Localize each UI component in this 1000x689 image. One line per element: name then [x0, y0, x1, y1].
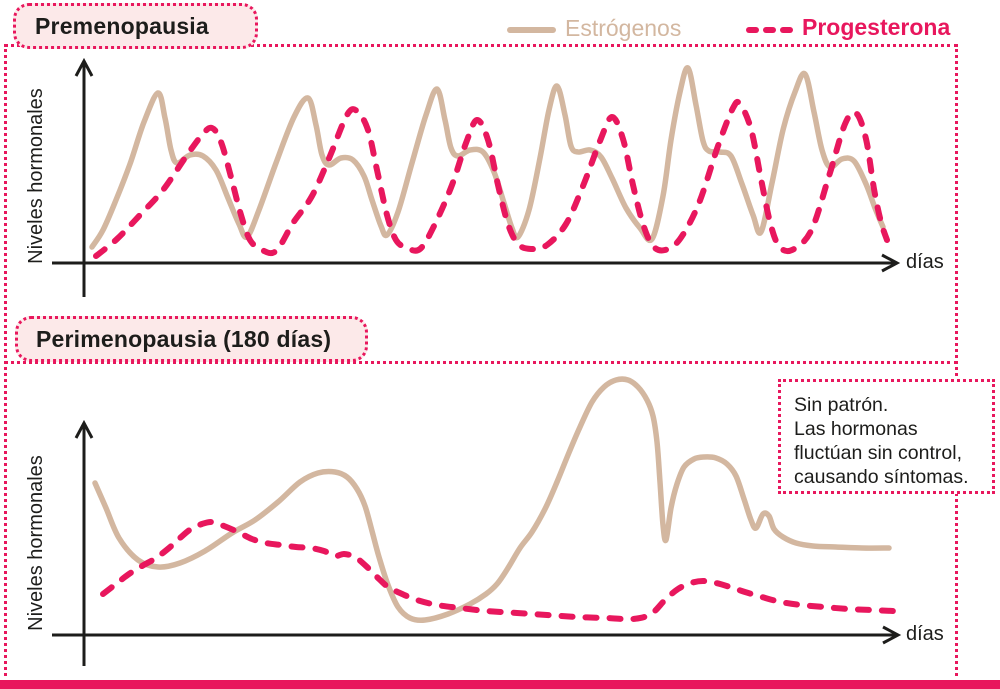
legend-label-progesterone: Progesterona	[802, 14, 951, 40]
panel-title-text: Perimenopausia (180 días)	[36, 325, 332, 352]
legend-estrogen-line-icon	[507, 27, 556, 33]
legend-progesterone-dashes-icon	[746, 27, 794, 33]
y-axis-label-premenopausia: Niveles hormonales	[25, 88, 47, 264]
annotation-line: Las hormonas	[794, 418, 918, 440]
annotation-box-sin-patron: Sin patrón. Las hormonas fluctúan sin co…	[778, 379, 995, 494]
panel-title-perimenopausia: Perimenopausia (180 días)	[15, 316, 368, 362]
legend-label-estrogen: Estrógenos	[565, 15, 682, 41]
annotation-line: fluctúan sin control,	[794, 442, 963, 464]
panel-title-premenopausia: Premenopausia	[13, 3, 258, 49]
annotation-line: Sin patrón.	[794, 394, 889, 416]
dash-icon	[780, 27, 793, 33]
dash-icon	[746, 27, 759, 33]
dotted-outer-border	[4, 44, 958, 676]
annotation-line: causando síntomas.	[794, 466, 969, 488]
x-axis-label-premenopausia: días	[906, 251, 944, 273]
y-axis-label-perimenopausia: Niveles hormonales	[25, 455, 47, 631]
panel-title-text: Premenopausia	[35, 12, 209, 39]
x-axis-label-perimenopausia: días	[906, 623, 944, 645]
bottom-accent-bar	[0, 680, 1000, 689]
dash-icon	[763, 27, 776, 33]
dotted-panel-separator	[4, 361, 958, 364]
